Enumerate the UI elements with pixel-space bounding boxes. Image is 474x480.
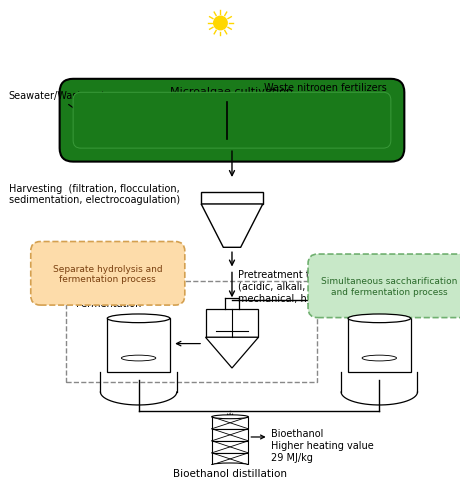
Text: Pretreatment techniques
(acidic, alkali, enzymatic,
mechanical, hydrolysis): Pretreatment techniques (acidic, alkali,… [238,270,362,303]
Ellipse shape [362,355,397,361]
FancyBboxPatch shape [73,93,391,149]
Ellipse shape [348,314,410,323]
Ellipse shape [212,463,248,467]
Ellipse shape [107,314,170,323]
Circle shape [214,17,227,31]
Text: Separate hydrolysis and
fermentation process: Separate hydrolysis and fermentation pro… [53,264,163,283]
Text: Seawater/Wastewater: Seawater/Wastewater [9,91,116,101]
Text: Bioethanol
Higher heating value
29 MJ/kg: Bioethanol Higher heating value 29 MJ/kg [272,429,374,462]
FancyBboxPatch shape [60,80,404,162]
Polygon shape [212,417,248,429]
Polygon shape [201,204,263,248]
Polygon shape [348,319,410,372]
Text: Bioethanol distillation: Bioethanol distillation [173,468,287,478]
Polygon shape [206,337,258,368]
Polygon shape [212,453,248,465]
Text: Harvesting  (filtration, flocculation,
sedimentation, electrocoagulation): Harvesting (filtration, flocculation, se… [9,183,180,205]
Polygon shape [107,319,170,372]
Text: Simultaneous saccharification
and fermentation process: Simultaneous saccharification and fermen… [321,276,457,296]
Polygon shape [201,193,263,204]
Ellipse shape [212,415,248,419]
FancyBboxPatch shape [31,242,185,305]
FancyBboxPatch shape [308,254,470,318]
Text: Microalgae cultivation: Microalgae cultivation [171,87,293,97]
Polygon shape [212,441,248,453]
Polygon shape [372,303,387,317]
Polygon shape [206,310,258,337]
Text: Waste nitrogen fertilizers: Waste nitrogen fertilizers [264,83,386,93]
Ellipse shape [121,355,156,361]
Text: Fermentation: Fermentation [76,299,141,309]
Polygon shape [212,429,248,441]
